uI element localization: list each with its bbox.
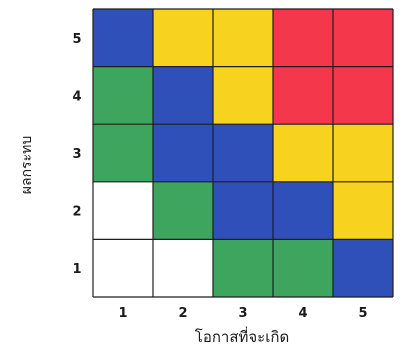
matrix-cell-impact-3-likelihood-5: [333, 124, 393, 182]
y-tick-labels: 5 4 3 2 1: [72, 32, 81, 277]
matrix-cell-impact-3-likelihood-3: [213, 124, 273, 182]
y-tick-label: 3: [72, 147, 81, 162]
matrix-cell-impact-1-likelihood-4: [273, 239, 333, 297]
matrix-cell-impact-5-likelihood-1: [93, 9, 153, 67]
matrix-cell-impact-2-likelihood-2: [153, 181, 213, 240]
matrix-cell-impact-4-likelihood-4: [273, 66, 333, 125]
matrix-cell-impact-4-likelihood-2: [153, 66, 213, 125]
matrix-cell-impact-5-likelihood-2: [153, 9, 213, 67]
matrix-cell-impact-5-likelihood-5: [333, 9, 393, 67]
x-tick-label: 3: [238, 306, 247, 321]
matrix-cell-impact-2-likelihood-5: [333, 181, 393, 240]
y-tick-label: 4: [72, 89, 81, 104]
x-tick-label: 1: [118, 306, 127, 321]
matrix-cell-impact-4-likelihood-5: [333, 66, 393, 125]
matrix-cell-impact-1-likelihood-5: [333, 239, 393, 297]
matrix-cell-impact-3-likelihood-4: [273, 124, 333, 182]
matrix-cell-impact-1-likelihood-3: [213, 239, 273, 297]
y-tick-label: 1: [72, 262, 81, 277]
matrix-cell-impact-3-likelihood-2: [153, 124, 213, 182]
matrix-cell-impact-1-likelihood-1: [93, 239, 153, 297]
matrix-cell-impact-3-likelihood-1: [93, 124, 153, 182]
x-axis-label: โอกาสที่จะเกิด: [195, 326, 289, 346]
x-tick-label: 5: [358, 306, 367, 321]
x-tick-label: 4: [298, 306, 307, 321]
matrix-cell-impact-2-likelihood-3: [213, 181, 273, 240]
x-tick-labels: 1 2 3 4 5: [118, 306, 367, 321]
matrix-cell-impact-2-likelihood-4: [273, 181, 333, 240]
matrix-cell-impact-4-likelihood-1: [93, 66, 153, 125]
matrix-cell-impact-2-likelihood-1: [93, 181, 153, 240]
matrix-cell-impact-5-likelihood-4: [273, 9, 333, 67]
matrix-cell-impact-4-likelihood-3: [213, 66, 273, 125]
matrix-gridlines: [92, 8, 394, 298]
matrix-cell-impact-5-likelihood-3: [213, 9, 273, 67]
matrix-cell-impact-1-likelihood-2: [153, 239, 213, 297]
y-tick-label: 2: [72, 205, 81, 220]
matrix-cells: [93, 9, 393, 297]
y-tick-label: 5: [72, 32, 81, 47]
y-axis-label: ผลกระทบ: [19, 136, 35, 194]
x-tick-label: 2: [178, 306, 187, 321]
